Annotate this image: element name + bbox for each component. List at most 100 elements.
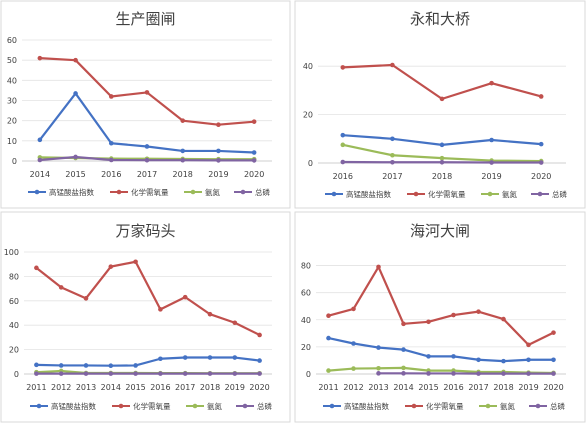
y-tick-label: 60 xyxy=(9,297,19,306)
data-point xyxy=(501,358,506,364)
data-point xyxy=(108,371,114,376)
legend-swatch-marker xyxy=(192,403,198,409)
x-tick-label: 2018 xyxy=(493,383,513,392)
legend-swatch-marker xyxy=(116,189,122,195)
data-point xyxy=(476,357,481,363)
legend-swatch-marker xyxy=(190,189,196,195)
y-tick-label: 40 xyxy=(9,321,19,330)
data-point xyxy=(133,371,138,376)
x-tick-label: 2017 xyxy=(382,172,402,181)
series-1 xyxy=(34,355,262,369)
data-point xyxy=(390,136,395,142)
series-line xyxy=(328,366,554,375)
legend-label: 化学需氧量 xyxy=(426,401,464,411)
data-point xyxy=(180,148,186,154)
y-tick-label: 80 xyxy=(9,272,19,281)
data-point xyxy=(37,157,43,163)
data-point xyxy=(376,371,381,376)
data-point xyxy=(232,320,238,326)
legend-item: 总磷 xyxy=(529,401,565,411)
legend-label: 总磷 xyxy=(550,401,565,411)
data-point xyxy=(207,355,213,360)
x-tick-label: 2014 xyxy=(101,383,121,392)
x-tick-label: 2020 xyxy=(543,383,563,392)
legend-item: 总磷 xyxy=(531,189,567,199)
data-point xyxy=(439,142,445,148)
legend-label: 高锰酸盐指数 xyxy=(49,187,94,197)
data-point xyxy=(340,142,346,148)
x-tick-label: 2020 xyxy=(244,170,264,179)
legend-swatch-marker xyxy=(118,403,124,409)
data-point xyxy=(526,371,531,376)
y-tick-label: 20 xyxy=(301,343,311,352)
data-point xyxy=(451,354,456,359)
series-1 xyxy=(37,91,257,155)
data-point xyxy=(144,144,150,149)
legend-label: 化学需氧量 xyxy=(133,401,171,411)
legend-swatch-marker xyxy=(535,403,541,409)
legend-swatch-marker xyxy=(34,189,40,195)
legend-label: 化学需氧量 xyxy=(428,189,466,199)
x-tick-label: 2018 xyxy=(432,172,452,181)
x-tick-label: 2017 xyxy=(468,383,488,392)
data-point xyxy=(34,362,39,368)
y-tick-label: 80 xyxy=(301,262,311,271)
legend-item: 化学需氧量 xyxy=(110,187,169,197)
panel-title: 生产圈闸 xyxy=(115,10,175,28)
series-2 xyxy=(37,55,257,127)
plot-area: 0 20 40 60 80 100 2011 2012 2013 2014 2015 2016 2017… xyxy=(4,248,272,392)
data-point xyxy=(526,357,531,363)
data-point xyxy=(376,264,381,270)
y-tick-label: 40 xyxy=(303,62,313,71)
series-4 xyxy=(376,371,556,376)
legend-swatch-marker xyxy=(411,403,417,409)
data-point xyxy=(158,371,163,376)
data-point xyxy=(390,159,395,165)
data-point xyxy=(133,363,138,368)
legend-label: 总磷 xyxy=(255,187,270,197)
panel-shengchan-quanzha: 生产圈闸 0 10 20 30 40 50 60 2014 2015 2016 2017 2018 20… xyxy=(0,0,291,209)
legend-item: 氨氮 xyxy=(186,401,222,411)
data-point xyxy=(340,159,346,165)
legend-item: 总磷 xyxy=(234,187,270,197)
legend: 高锰酸盐指数 化学需氧量 氨氮 总磷 xyxy=(323,401,565,411)
data-point xyxy=(351,341,356,346)
y-tick-label: 0 xyxy=(14,370,19,379)
legend: 高锰酸盐指数 化学需氧量 氨氮 总磷 xyxy=(30,401,272,411)
data-point xyxy=(216,148,221,154)
legend-item: 氨氮 xyxy=(479,401,515,411)
data-point xyxy=(133,259,138,265)
data-point xyxy=(257,371,262,376)
data-point xyxy=(451,312,456,318)
data-point xyxy=(401,321,406,327)
data-point xyxy=(73,91,78,96)
x-tick-label: 2012 xyxy=(343,383,363,392)
data-point xyxy=(83,371,89,376)
data-point xyxy=(538,141,544,147)
series-line xyxy=(35,260,261,336)
data-point xyxy=(551,330,556,335)
y-tick-label: 20 xyxy=(303,111,313,120)
legend-label: 高锰酸盐指数 xyxy=(51,401,96,411)
legend-item: 总磷 xyxy=(236,401,272,411)
legend-label: 氨氮 xyxy=(205,187,220,197)
data-point xyxy=(232,371,238,376)
series-3 xyxy=(326,365,556,376)
legend-swatch-marker xyxy=(36,403,42,409)
series-2 xyxy=(34,259,262,338)
data-point xyxy=(182,371,188,376)
data-point xyxy=(390,62,395,68)
x-tick-label: 2013 xyxy=(368,383,388,392)
legend-swatch-marker xyxy=(329,403,335,409)
panel-background xyxy=(0,0,291,209)
panel-background xyxy=(294,0,586,209)
y-tick-label: 0 xyxy=(306,370,311,379)
legend-item: 氨氮 xyxy=(184,187,220,197)
series-line xyxy=(328,337,554,363)
series-4 xyxy=(37,154,257,163)
data-point xyxy=(34,371,39,376)
data-point xyxy=(538,94,544,99)
x-tick-label: 2018 xyxy=(173,170,193,179)
data-point xyxy=(108,157,114,163)
